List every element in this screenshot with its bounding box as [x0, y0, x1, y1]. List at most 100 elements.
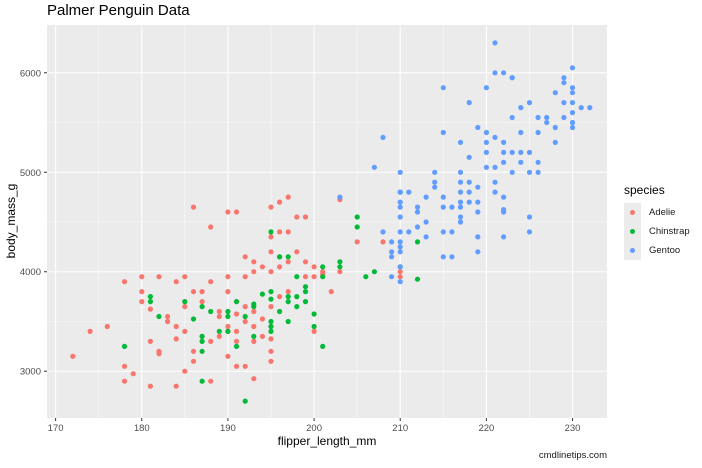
- data-point-chinstrap: [251, 333, 257, 339]
- data-point-gentoo: [475, 209, 481, 215]
- data-point-adelie: [121, 378, 128, 384]
- data-point-gentoo: [432, 169, 438, 175]
- data-point-gentoo: [501, 159, 507, 165]
- data-point-adelie: [268, 348, 274, 354]
- data-point-chinstrap: [268, 296, 274, 302]
- data-point-gentoo: [423, 194, 429, 200]
- x-tick-label: 190: [220, 423, 236, 434]
- data-point-gentoo: [457, 204, 464, 210]
- data-point-adelie: [242, 274, 248, 280]
- data-point-adelie: [285, 194, 291, 200]
- data-point-chinstrap: [285, 254, 291, 260]
- data-point-gentoo: [406, 229, 412, 235]
- data-point-chinstrap: [311, 311, 317, 317]
- data-point-adelie: [251, 259, 257, 265]
- y-tick-label: 4000: [20, 267, 41, 278]
- data-point-chinstrap: [302, 289, 309, 295]
- data-point-adelie: [285, 259, 291, 265]
- data-point-gentoo: [526, 229, 533, 235]
- data-point-adelie: [251, 376, 257, 382]
- data-point-gentoo: [457, 189, 464, 195]
- data-point-chinstrap: [302, 284, 309, 290]
- data-point-adelie: [302, 259, 309, 265]
- data-point-chinstrap: [268, 318, 274, 325]
- data-point-adelie: [208, 279, 214, 285]
- data-point-chinstrap: [251, 301, 257, 307]
- data-point-gentoo: [518, 129, 524, 136]
- data-point-gentoo: [569, 110, 576, 116]
- data-point-chinstrap: [216, 328, 222, 334]
- data-point-chinstrap: [242, 398, 248, 404]
- data-point-adelie: [380, 239, 386, 245]
- data-point-adelie: [277, 294, 283, 300]
- legend-item-chinstrap: Chinstrap: [624, 222, 690, 241]
- x-tick-label: 210: [392, 423, 408, 434]
- data-point-gentoo: [526, 149, 533, 155]
- data-point-adelie: [328, 289, 334, 295]
- data-point-adelie: [182, 304, 188, 310]
- data-point-adelie: [268, 249, 274, 255]
- data-point-gentoo: [569, 124, 576, 131]
- data-point-chinstrap: [199, 333, 205, 339]
- data-point-gentoo: [337, 194, 343, 200]
- data-point-gentoo: [414, 204, 421, 210]
- y-tick-label: 3000: [20, 367, 41, 378]
- data-point-gentoo: [466, 100, 472, 106]
- data-point-gentoo: [414, 209, 421, 215]
- data-point-adelie: [233, 311, 240, 317]
- data-point-gentoo: [483, 129, 489, 136]
- data-point-chinstrap: [147, 294, 153, 300]
- data-point-adelie: [147, 338, 153, 344]
- data-point-gentoo: [509, 75, 515, 81]
- data-point-gentoo: [578, 105, 584, 111]
- y-tick-label: 5000: [20, 168, 41, 179]
- x-axis: 170 180 190 200 210 220 230: [48, 418, 581, 434]
- data-point-gentoo: [440, 85, 446, 91]
- data-point-gentoo: [475, 184, 481, 190]
- data-point-adelie: [190, 348, 197, 354]
- data-point-adelie: [199, 289, 205, 295]
- data-point-gentoo: [561, 75, 567, 81]
- data-point-gentoo: [561, 100, 567, 106]
- data-point-gentoo: [501, 139, 507, 145]
- data-point-adelie: [208, 378, 214, 384]
- data-point-adelie: [294, 249, 300, 255]
- data-point-gentoo: [569, 65, 576, 71]
- data-point-adelie: [294, 214, 300, 220]
- data-point-chinstrap: [121, 343, 128, 349]
- data-point-chinstrap: [277, 254, 283, 260]
- data-point-chinstrap: [363, 274, 369, 280]
- data-point-adelie: [182, 274, 188, 280]
- x-tick-label: 180: [134, 423, 150, 434]
- data-point-gentoo: [544, 114, 550, 121]
- data-point-gentoo: [449, 229, 455, 235]
- data-point-adelie: [225, 323, 231, 330]
- data-point-adelie: [190, 358, 197, 364]
- data-point-adelie: [397, 269, 403, 275]
- data-point-adelie: [285, 229, 291, 235]
- major-gridlines: [47, 25, 607, 418]
- data-point-gentoo: [535, 159, 541, 165]
- data-point-gentoo: [457, 214, 464, 220]
- data-point-gentoo: [457, 169, 464, 175]
- data-point-gentoo: [483, 149, 489, 155]
- data-point-adelie: [233, 338, 240, 344]
- data-point-gentoo: [406, 189, 412, 195]
- data-point-adelie: [208, 338, 214, 344]
- data-point-gentoo: [483, 85, 489, 91]
- data-point-adelie: [277, 199, 283, 205]
- data-point-adelie: [285, 289, 291, 295]
- x-tick-label: 230: [565, 423, 581, 434]
- data-point-adelie: [242, 318, 248, 325]
- data-point-chinstrap: [285, 294, 291, 300]
- data-point-gentoo: [397, 189, 403, 195]
- data-point-gentoo: [569, 119, 576, 126]
- data-point-gentoo: [397, 279, 403, 285]
- data-point-chinstrap: [199, 378, 205, 384]
- data-point-gentoo: [457, 179, 464, 185]
- plot-panel: [47, 25, 607, 418]
- data-point-gentoo: [475, 124, 481, 131]
- data-point-adelie: [173, 383, 179, 389]
- data-point-chinstrap: [337, 264, 343, 270]
